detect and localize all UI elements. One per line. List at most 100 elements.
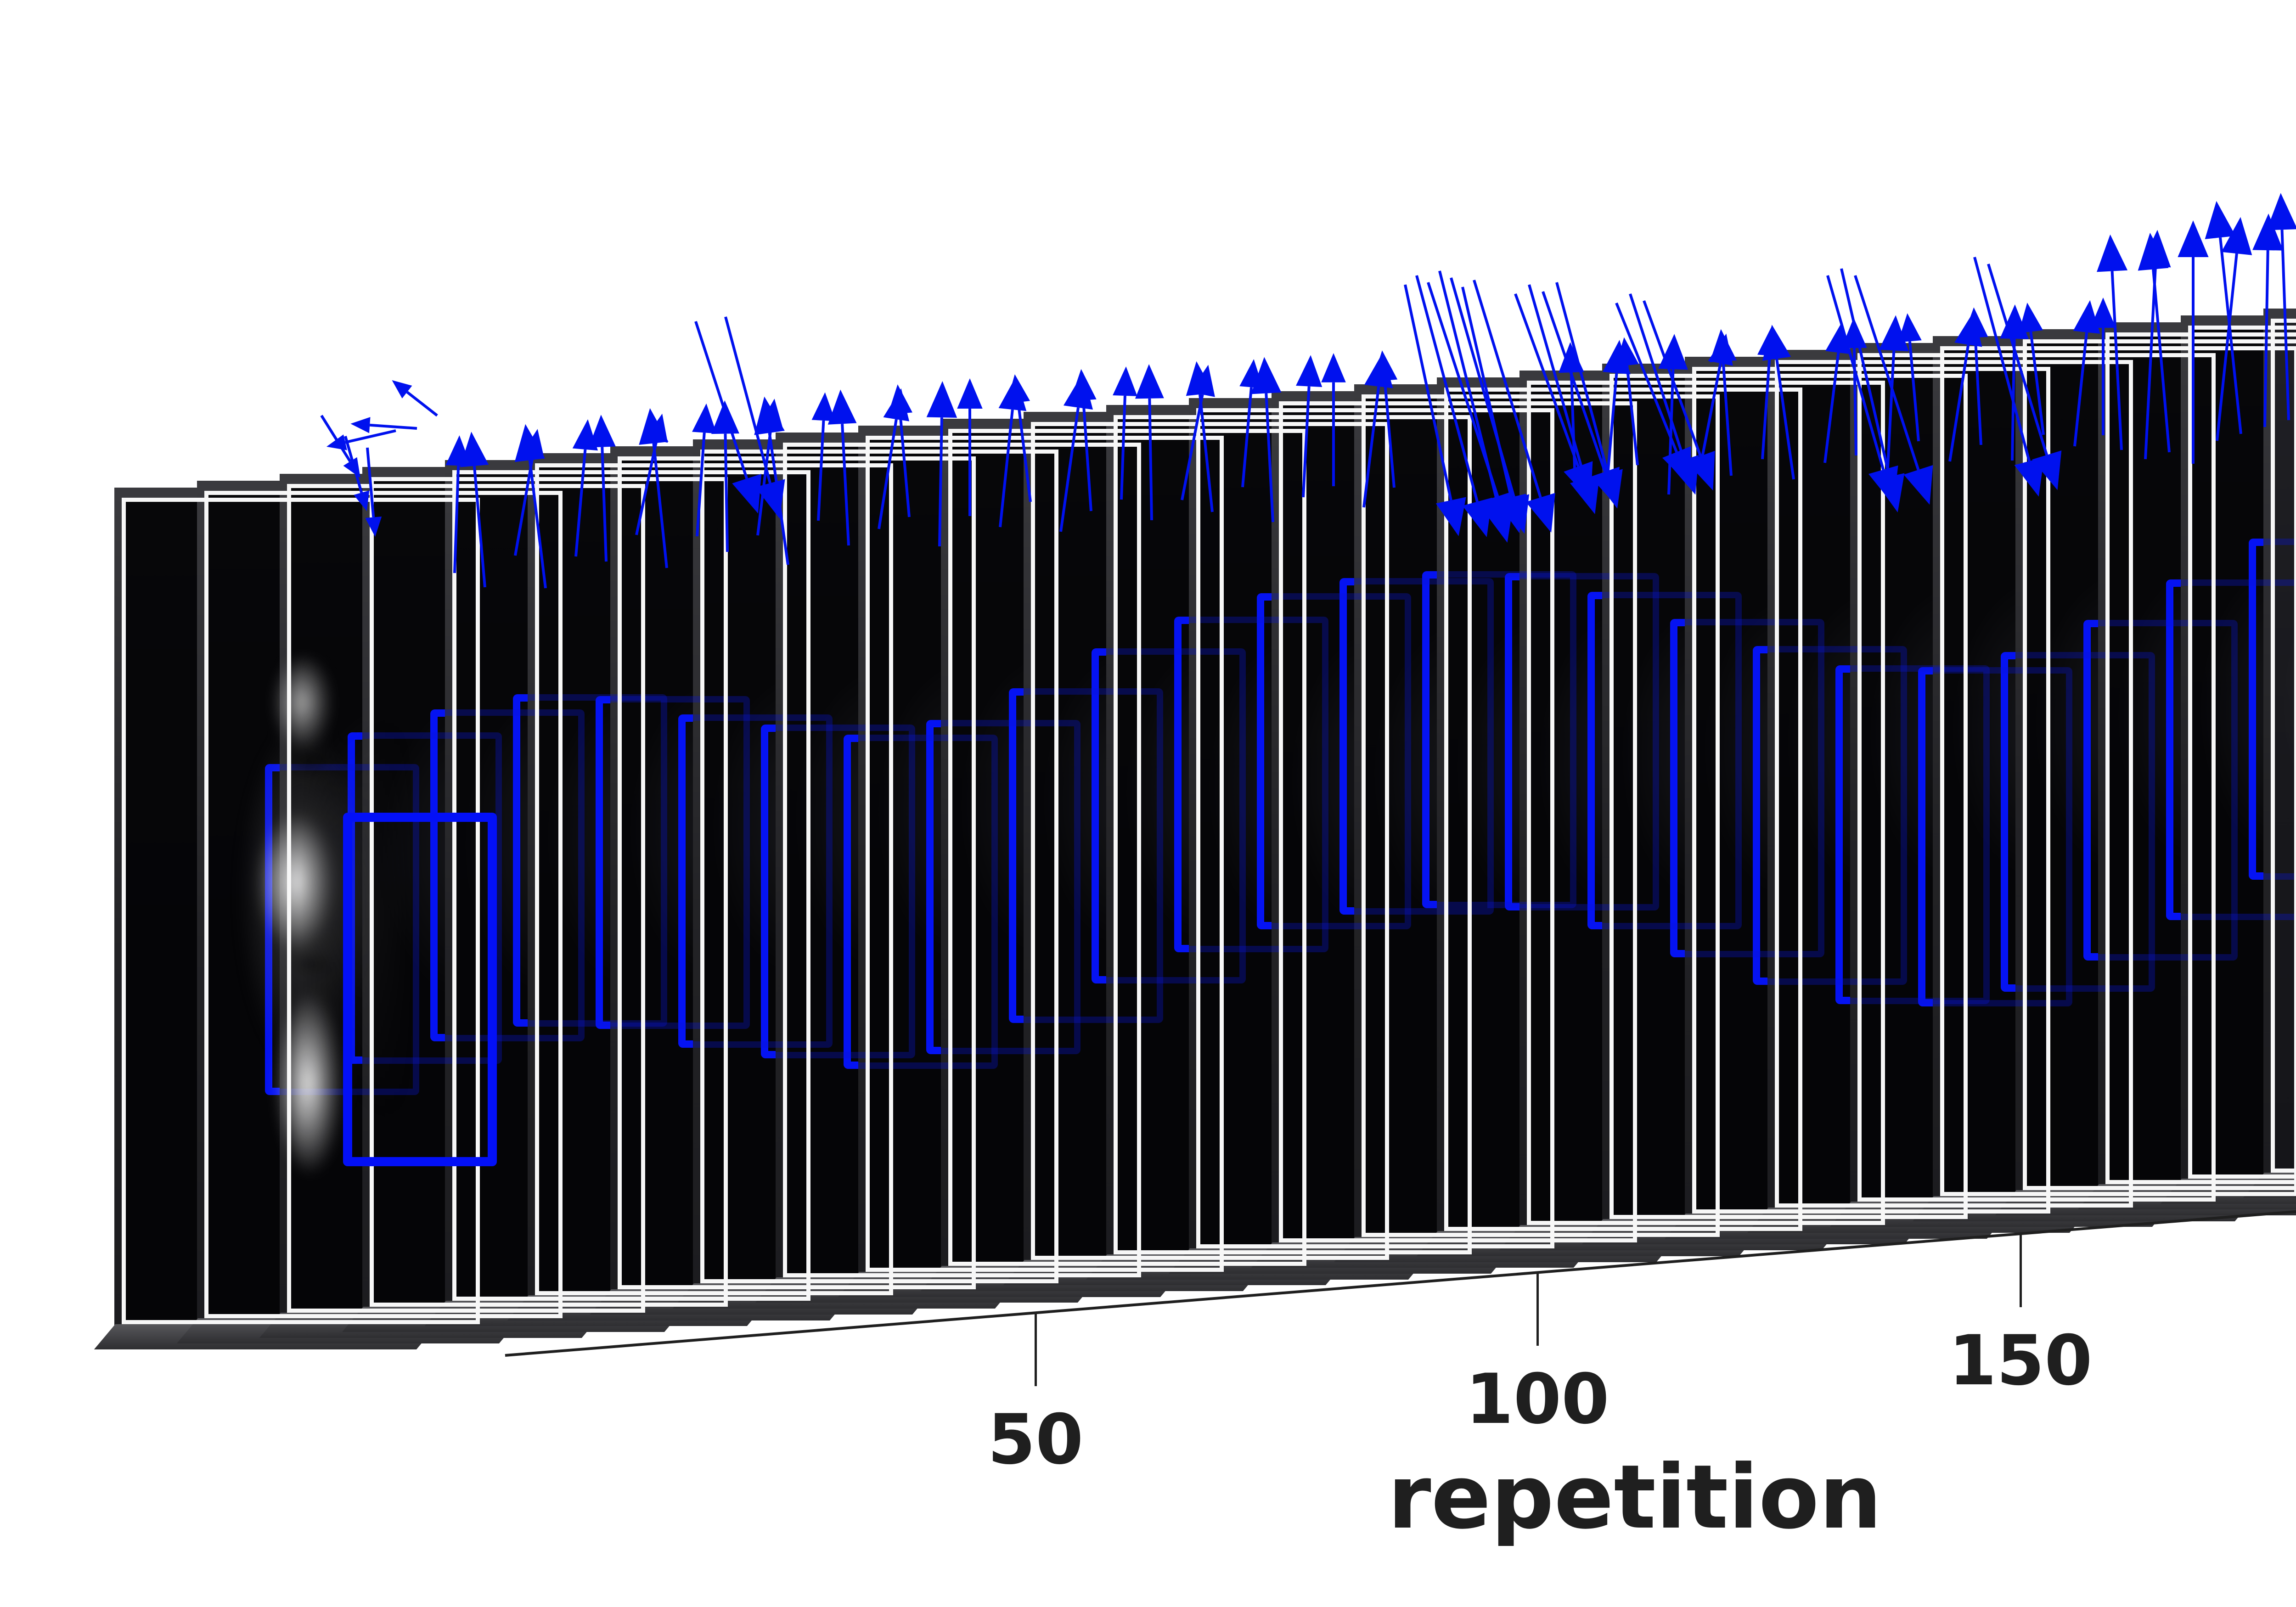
quiver-arrow — [1514, 293, 1593, 501]
roi-box-ghost — [1505, 573, 1659, 910]
quiver-arrow — [572, 419, 598, 557]
frame-panel — [618, 456, 976, 1289]
quiver-arrow-shaft — [841, 424, 850, 546]
frame-slab-foot — [590, 1289, 934, 1315]
quiver-arrow-head — [2000, 304, 2029, 339]
frame-panel — [1940, 346, 2296, 1196]
frame-panel — [1031, 422, 1389, 1260]
roi-box — [1339, 578, 1494, 915]
frame-slab-foot — [1003, 1260, 1347, 1286]
roi-box-ghost — [1092, 648, 1246, 983]
frame-slab-edge — [1850, 343, 2218, 1206]
frame-panel — [1857, 353, 2216, 1202]
frame-slab-edge — [693, 439, 1061, 1287]
frame-border — [287, 484, 645, 1313]
quiver-arrow-shaft — [635, 440, 658, 535]
frame-slab-edge — [1272, 391, 1640, 1247]
roi-box — [1670, 619, 1824, 957]
frame-slab-edge — [1354, 384, 1722, 1241]
quiver-arrow — [1528, 284, 1600, 514]
quiver-arrow — [1362, 352, 1393, 508]
quiver-arrow — [1113, 366, 1137, 500]
quiver-arrow — [1757, 326, 1782, 460]
frame-slab-foot — [424, 1301, 768, 1326]
axis-tick-label: 100 — [1465, 1360, 1609, 1440]
quiver-arrow-shaft — [2263, 250, 2269, 427]
frame-slab-foot — [1499, 1225, 1843, 1251]
quiver-arrow — [694, 321, 762, 514]
quiver-arrow — [2266, 193, 2296, 421]
quiver-arrow-shaft — [696, 433, 706, 537]
quiver-arrow-shaft — [1450, 277, 1516, 499]
quiver-arrow — [711, 400, 739, 552]
frame-border — [1279, 401, 1637, 1243]
roi-box — [2001, 652, 2155, 992]
quiver-arrow-head — [1879, 315, 1909, 352]
quiver-arrow-shaft — [1383, 380, 1396, 488]
quiver-arrow-shaft — [1362, 386, 1380, 508]
quiver-arrow — [514, 429, 545, 556]
quiver-arrow-head — [758, 399, 784, 431]
roi-box — [2249, 539, 2296, 880]
quiver-arrow-head — [1662, 446, 1691, 486]
quiver-arrow — [1542, 291, 1620, 507]
frame-panel — [1362, 394, 1720, 1237]
quiver-arrow-head — [1186, 361, 1214, 396]
quiver-arrow — [1603, 340, 1631, 491]
frame-border — [122, 498, 480, 1324]
roi-box-ghost — [2083, 620, 2238, 961]
quiver-arrow-shaft — [1302, 386, 1311, 498]
roi-box — [265, 764, 419, 1095]
quiver-arrow-shaft — [694, 321, 748, 479]
roi-box-ghost — [1587, 591, 1742, 930]
frame-slab-foot — [1995, 1190, 2296, 1215]
roi-box-ghost — [513, 694, 667, 1027]
frame-slab-edge — [1685, 357, 2053, 1217]
frame-slab-foot — [920, 1266, 1264, 1291]
frame-panel — [866, 436, 1224, 1272]
quiver-arrow-shaft — [370, 423, 417, 430]
quiver-arrow — [1070, 369, 1097, 511]
quiver-arrow-shaft — [1148, 398, 1153, 521]
quiver-arrow-shaft — [938, 417, 943, 547]
quiver-arrow-shaft — [652, 443, 668, 568]
quiver-arrow-head — [2014, 457, 2044, 497]
quiver-arrow-shaft — [1404, 284, 1452, 501]
quiver-arrow — [1710, 329, 1737, 476]
frame-slab-foot — [755, 1277, 1099, 1303]
frame-panel — [1444, 388, 1802, 1231]
quiver-arrow — [1473, 280, 1555, 533]
roi-box — [1918, 667, 2072, 1007]
quiver-arrow-shaft — [1973, 257, 2031, 462]
quiver-arrow — [1840, 268, 1905, 513]
quiver-arrow-head — [732, 473, 762, 514]
quiver-arrow-shaft — [1854, 275, 1920, 471]
axis-tick — [2020, 1234, 2022, 1308]
quiver-arrow — [1823, 321, 1851, 463]
quiver-arrow-head — [754, 396, 785, 435]
frame-border — [535, 463, 893, 1295]
frame-slab-foot — [2160, 1178, 2296, 1204]
quiver-arrow — [1963, 307, 1988, 445]
roi-box — [761, 725, 915, 1058]
roi-box-ghost — [926, 720, 1080, 1055]
quiver-arrow — [635, 413, 668, 535]
quiver-arrow-head — [572, 419, 598, 451]
quiver-arrow — [1239, 359, 1263, 488]
frame-panel — [1609, 374, 1968, 1219]
roi-box — [844, 735, 998, 1069]
quiver-arrow — [754, 396, 789, 565]
quiver-arrow-shaft — [1761, 355, 1771, 460]
quiver-arrow — [588, 415, 616, 562]
quiver-arrow — [460, 432, 489, 588]
frame-slab-edge — [362, 467, 731, 1310]
quiver-arrow — [2090, 298, 2116, 435]
frame-panel — [2023, 339, 2296, 1190]
quiver-arrow-shaft — [1908, 341, 1920, 442]
quiver-arrow-shaft — [768, 433, 789, 565]
quiver-arrow — [1135, 364, 1164, 521]
